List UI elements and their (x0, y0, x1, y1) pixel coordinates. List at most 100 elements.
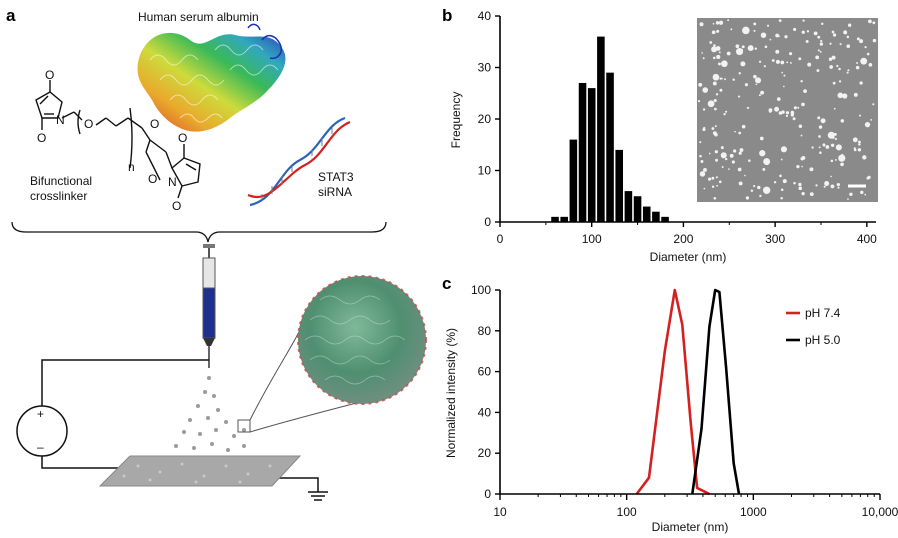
histogram-bar (642, 206, 651, 222)
sem-particle (735, 44, 740, 49)
c-y-tick-label: 40 (478, 405, 492, 419)
sem-particle (831, 30, 835, 34)
sem-particle (780, 158, 783, 161)
sem-particle (843, 30, 848, 35)
sem-particle (829, 42, 832, 45)
sem-particle (713, 196, 717, 200)
collector-particles (122, 462, 272, 484)
sem-particle (798, 124, 803, 129)
sem-particle (715, 93, 719, 96)
sem-particle (857, 148, 862, 152)
sem-particle (832, 33, 837, 37)
panel-b-letter: b (442, 6, 452, 25)
sem-particle (760, 32, 767, 38)
sem-particle (824, 180, 830, 187)
sem-particle (698, 82, 703, 87)
sem-particle (835, 144, 842, 151)
sem-particle (739, 148, 744, 152)
sem-particle (840, 162, 844, 167)
sem-particle (757, 185, 761, 190)
sem-particle (872, 103, 875, 106)
sem-particle (740, 48, 744, 52)
sem-particle (825, 145, 830, 149)
sem-particle (762, 186, 771, 194)
sem-particle (711, 46, 717, 53)
sem-particle (837, 92, 844, 99)
sem-particle (819, 50, 822, 53)
zoom-box (237, 419, 251, 433)
sem-particle (775, 49, 780, 54)
sem-particle (731, 160, 735, 164)
sem-particle (700, 160, 704, 163)
b-y-tick-label: 10 (478, 164, 492, 178)
b-y-tick-label: 0 (484, 215, 491, 229)
sem-particle (830, 184, 835, 189)
histogram-bar (606, 72, 614, 223)
sem-particle (741, 45, 745, 49)
sem-particle (782, 179, 787, 184)
sem-particle (697, 99, 701, 103)
legend-label: pH 5.0 (805, 333, 841, 347)
sem-particle (702, 128, 706, 132)
sem-particle (768, 108, 773, 113)
sem-particle (759, 150, 766, 157)
chem-subscript-n: n (128, 160, 135, 174)
sem-particle (801, 191, 805, 196)
sem-particle (859, 39, 864, 44)
sem-particle (744, 83, 748, 87)
sem-particle (819, 151, 822, 154)
sem-particle (721, 166, 724, 168)
spray-droplets (174, 376, 246, 452)
histogram-bar (560, 216, 568, 222)
sem-particle (860, 190, 864, 195)
chem-n-right: N (168, 175, 177, 189)
sem-particle (858, 140, 861, 144)
sem-particle (780, 197, 783, 200)
c-x-ticks: 10 100 1000 10,000 (493, 494, 898, 519)
sem-particle (834, 158, 837, 161)
sem-particle (783, 85, 785, 88)
sem-particle (846, 71, 849, 74)
sem-particle (868, 63, 873, 67)
sem-particle (793, 181, 796, 185)
sem-particle (753, 184, 756, 188)
electrospray-circuit (41, 359, 328, 501)
sem-particle (778, 19, 782, 23)
sem-particle (753, 29, 756, 32)
sem-particle (806, 30, 810, 33)
sem-particle (712, 73, 720, 81)
sem-particle (728, 168, 730, 170)
sem-particle (780, 188, 784, 192)
panel-a: a Human serum albumin (6, 6, 427, 501)
sem-particle (699, 171, 706, 177)
sem-particle (775, 59, 780, 64)
sem-particle (820, 39, 823, 43)
sem-particle (801, 102, 805, 107)
sem-particle (846, 44, 851, 49)
sem-particle (713, 44, 716, 47)
sem-particle (870, 118, 873, 121)
sem-particle (712, 81, 717, 86)
sem-particle (786, 61, 789, 64)
sem-particle (856, 37, 860, 41)
sem-particle (785, 114, 789, 117)
sem-particle (784, 35, 788, 39)
c-x-tick-label: 100 (617, 505, 637, 519)
histogram-bars (551, 36, 669, 223)
sem-particle (801, 165, 803, 168)
sem-particle (760, 90, 765, 95)
sem-particle (860, 57, 868, 65)
sem-particle (849, 192, 853, 197)
sem-particle (748, 159, 751, 162)
sem-particle (723, 112, 726, 116)
c-x-tick-label: 10 (493, 505, 507, 519)
panel-a-letter: a (6, 6, 16, 25)
sirna-label-2: siRNA (318, 185, 352, 199)
sem-particle (858, 143, 861, 146)
sem-particle (711, 30, 716, 35)
sem-particle (758, 94, 761, 97)
sem-particle (712, 22, 715, 25)
sem-particle (807, 62, 812, 67)
